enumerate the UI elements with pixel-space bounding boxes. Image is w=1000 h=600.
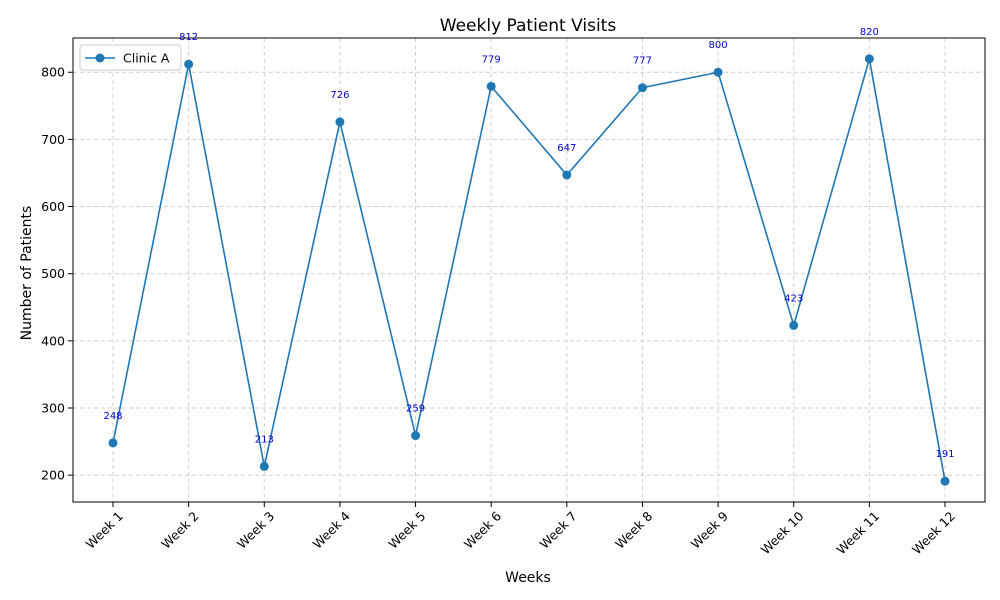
data-label: 820 [860, 27, 879, 38]
y-tick-label: 200 [41, 468, 65, 483]
y-tick-label: 600 [41, 199, 65, 214]
data-label: 726 [330, 90, 349, 101]
x-tick-label: Week 10 [758, 508, 807, 557]
data-point [637, 83, 647, 93]
legend-label-clinic-a: Clinic A [123, 51, 170, 66]
y-tick-label: 400 [41, 333, 65, 348]
data-point [259, 461, 269, 471]
x-tick-label: Week 12 [909, 508, 958, 557]
x-tick-label: Week 11 [833, 508, 882, 557]
data-point [108, 438, 118, 448]
data-label: 812 [179, 32, 198, 43]
data-point [411, 431, 421, 441]
data-point [562, 170, 572, 180]
y-tick-label: 800 [41, 65, 65, 80]
data-point [864, 54, 874, 64]
data-label: 423 [784, 293, 803, 304]
y-tick-label: 700 [41, 132, 65, 147]
data-point [335, 117, 345, 127]
data-label: 248 [103, 411, 122, 422]
data-label: 213 [255, 434, 274, 445]
data-point [486, 81, 496, 91]
series-layer [108, 54, 950, 486]
legend: Clinic A [79, 44, 182, 71]
x-tick-label: Week 7 [537, 508, 580, 551]
grid [73, 38, 985, 502]
data-label: 259 [406, 404, 425, 415]
data-labels: 248 812 213 726 259 779 647 777 800 423 820 191 [103, 27, 954, 460]
data-label: 800 [709, 40, 728, 51]
x-tick-label: Week 4 [310, 508, 353, 551]
y-tick-label: 300 [41, 400, 65, 415]
x-tick-label: Week 1 [83, 508, 126, 551]
series-line-clinic-a [112, 58, 946, 482]
data-label: 191 [935, 449, 954, 460]
y-axis-label: Number of Patients [19, 206, 35, 341]
legend-marker-clinic-a [95, 53, 105, 63]
data-point [940, 476, 950, 486]
legend-box [79, 44, 182, 71]
data-point [184, 59, 194, 69]
x-tick-label: Week 5 [385, 508, 428, 551]
data-point [789, 320, 799, 330]
x-tick-label: Week 9 [688, 508, 731, 551]
chart-title: Weekly Patient Visits [440, 16, 617, 36]
x-tick-label: Week 3 [234, 508, 277, 551]
data-label: 647 [557, 143, 576, 154]
axes: Week 1 Week 2 Week 3 Week 4 Week 5 Week 6 Week… [41, 37, 986, 557]
x-tick-label: Week 6 [461, 508, 504, 551]
data-point [713, 67, 723, 77]
x-tick-label: Week 8 [612, 508, 655, 551]
x-tick-label: Week 2 [158, 508, 201, 551]
data-label: 779 [482, 54, 501, 65]
x-axis-label: Weeks [505, 570, 551, 586]
data-label: 777 [633, 56, 652, 67]
y-tick-label: 500 [41, 266, 65, 281]
plot-frame [72, 37, 986, 503]
